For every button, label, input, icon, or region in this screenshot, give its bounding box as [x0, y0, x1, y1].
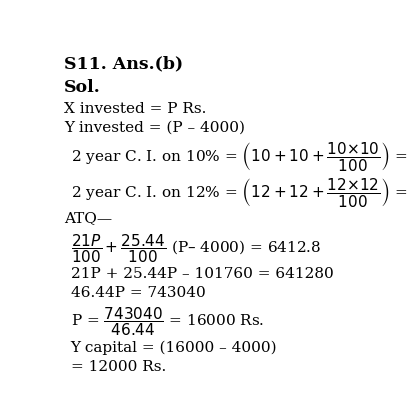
- Text: 21P + 25.44P – 101760 = 641280: 21P + 25.44P – 101760 = 641280: [71, 267, 333, 281]
- Text: 2 year C. I. on 10% = $\left(10 + 10 + \dfrac{10{\times}10}{100}\right)$ = 21%: 2 year C. I. on 10% = $\left(10 + 10 + \…: [71, 140, 412, 173]
- Text: S11. Ans.(b): S11. Ans.(b): [64, 56, 183, 73]
- Text: P = $\dfrac{743040}{46.44}$ = 16000 Rs.: P = $\dfrac{743040}{46.44}$ = 16000 Rs.: [71, 306, 264, 338]
- Text: Y capital = (16000 – 4000): Y capital = (16000 – 4000): [71, 341, 277, 355]
- Text: = 12000 Rs.: = 12000 Rs.: [71, 360, 166, 374]
- Text: 46.44P = 743040: 46.44P = 743040: [71, 286, 206, 300]
- Text: $\dfrac{21P}{100} + \dfrac{25.44}{100}$ (P– 4000) = 6412.8: $\dfrac{21P}{100} + \dfrac{25.44}{100}$ …: [71, 232, 321, 265]
- Text: Sol.: Sol.: [64, 79, 101, 96]
- Text: ATQ—: ATQ—: [64, 211, 112, 225]
- Text: 2 year C. I. on 12% = $\left(12 + 12 + \dfrac{12{\times}12}{100}\right)$ = 25.44: 2 year C. I. on 12% = $\left(12 + 12 + \…: [71, 176, 412, 208]
- Text: Y invested = (P – 4000): Y invested = (P – 4000): [64, 121, 245, 135]
- Text: X invested = P Rs.: X invested = P Rs.: [64, 102, 207, 116]
